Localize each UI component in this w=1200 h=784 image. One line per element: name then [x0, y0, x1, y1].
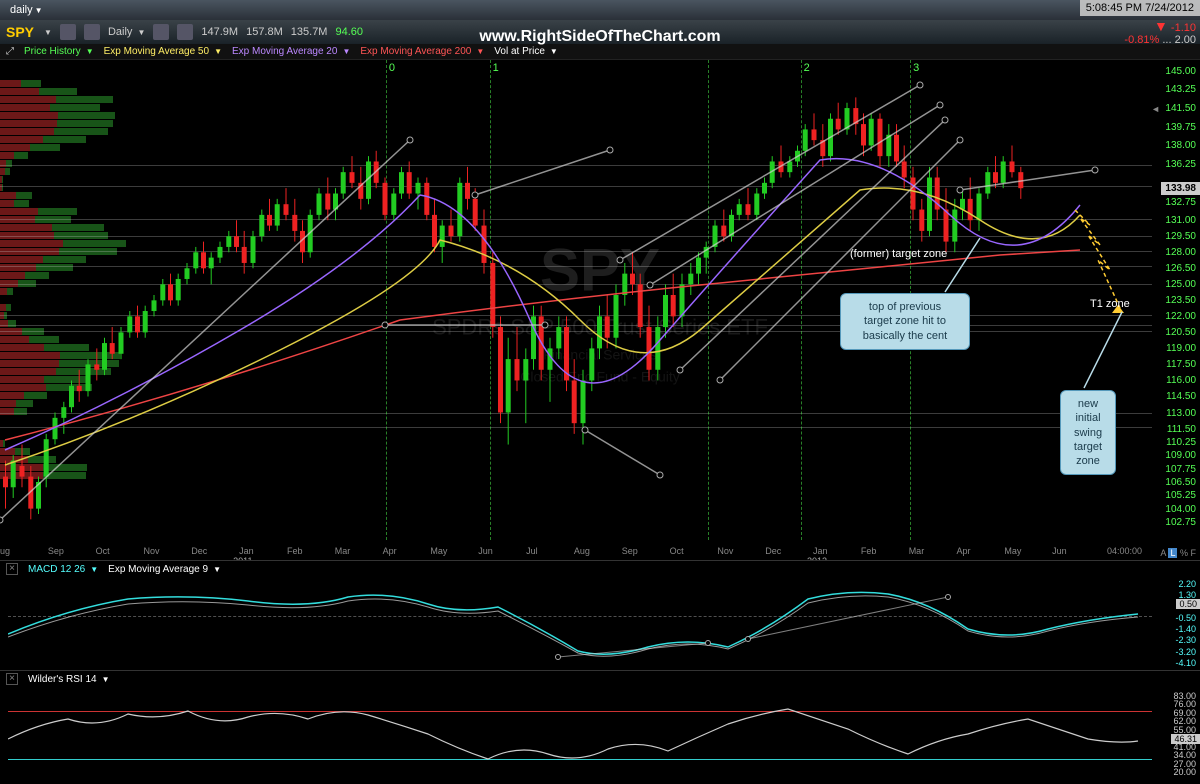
macd-panel[interactable]: × MACD 12 26 ▼ Exp Moving Average 9 ▼ 2.… [0, 560, 1200, 670]
top-toolbar: daily▼ [0, 0, 1200, 20]
stat-3: 94.60 [335, 26, 363, 38]
zoom-out-icon[interactable] [177, 24, 193, 40]
macd-close-button[interactable]: × [6, 563, 18, 575]
price-axis[interactable]: 145.00143.25141.50139.75138.00136.25133.… [1152, 60, 1200, 560]
link-icon[interactable] [60, 24, 76, 40]
alf-controls[interactable]: A L % F [1160, 548, 1196, 558]
change-pct: -0.81% [1124, 34, 1159, 46]
change-abs: -1.10 [1171, 22, 1196, 34]
price-change-box: ▼ -1.10 -0.81% ... 2.00 [1124, 18, 1196, 46]
macd-header: × MACD 12 26 ▼ Exp Moving Average 9 ▼ [0, 561, 1200, 577]
indicator-bar: ⤢ Price History ▼ Exp Moving Average 50 … [0, 44, 1200, 60]
macd-axis: 2.201.300.50-0.50-1.40-2.30-3.20-4.100.5… [1156, 579, 1200, 666]
rsi-label[interactable]: Wilder's RSI 14 ▼ [28, 674, 110, 685]
expand-icon[interactable]: ⤢ [6, 46, 14, 57]
ind-ema200[interactable]: Exp Moving Average 200 ▼ [360, 46, 484, 57]
volume-stat: 147.9M [201, 26, 238, 38]
macd-label[interactable]: MACD 12 26 ▼ [28, 564, 98, 575]
settings-icon[interactable] [84, 24, 100, 40]
macd-chart [8, 579, 1152, 666]
rsi-close-button[interactable]: × [6, 673, 18, 685]
chart-canvas [0, 60, 1152, 540]
rsi-axis: 83.0076.0069.0062.0055.0046.3141.0034.00… [1156, 689, 1200, 776]
down-arrow-icon: ▼ [1154, 18, 1168, 34]
ind-ema20[interactable]: Exp Moving Average 20 ▼ [232, 46, 350, 57]
ind-ema50[interactable]: Exp Moving Average 50 ▼ [104, 46, 222, 57]
ind-vol-at-price[interactable]: Vol at Price ▼ [494, 46, 558, 57]
interval-dropdown[interactable]: Daily ▼ [108, 26, 145, 38]
main-price-chart[interactable]: SPY SPDRs S&P 500 Trust Series ETF Finan… [0, 60, 1200, 560]
annotation-box-1: top of previous target zone hit to basic… [840, 293, 970, 350]
stat-2: 135.7M [291, 26, 328, 38]
zoom-in-icon[interactable] [153, 24, 169, 40]
t1-zone-label: T1 zone [1090, 298, 1130, 310]
website-watermark: www.RightSideOfTheChart.com [479, 28, 720, 46]
annotation-box-2: new initial swing target zone [1060, 390, 1116, 475]
rsi-header: × Wilder's RSI 14 ▼ [0, 671, 1200, 687]
rsi-panel[interactable]: × Wilder's RSI 14 ▼ 83.0076.0069.0062.00… [0, 670, 1200, 780]
ticker-dropdown-icon[interactable]: ▼ [44, 28, 52, 37]
ind-price-history[interactable]: Price History ▼ [24, 46, 94, 57]
rsi-chart [8, 689, 1152, 776]
macd-ema-label[interactable]: Exp Moving Average 9 ▼ [108, 564, 221, 575]
timestamp: 5:08:45 PM 7/24/2012 [1080, 0, 1200, 16]
change-last: ... 2.00 [1162, 34, 1196, 46]
former-target-label: (former) target zone [850, 248, 947, 260]
ticker-symbol[interactable]: SPY [6, 24, 34, 40]
time-axis[interactable]: ugSepOctNovDecJanFebMarAprMayJunJulAugSe… [0, 540, 1152, 560]
daily-dropdown[interactable]: daily▼ [4, 4, 49, 16]
stat-1: 157.8M [246, 26, 283, 38]
